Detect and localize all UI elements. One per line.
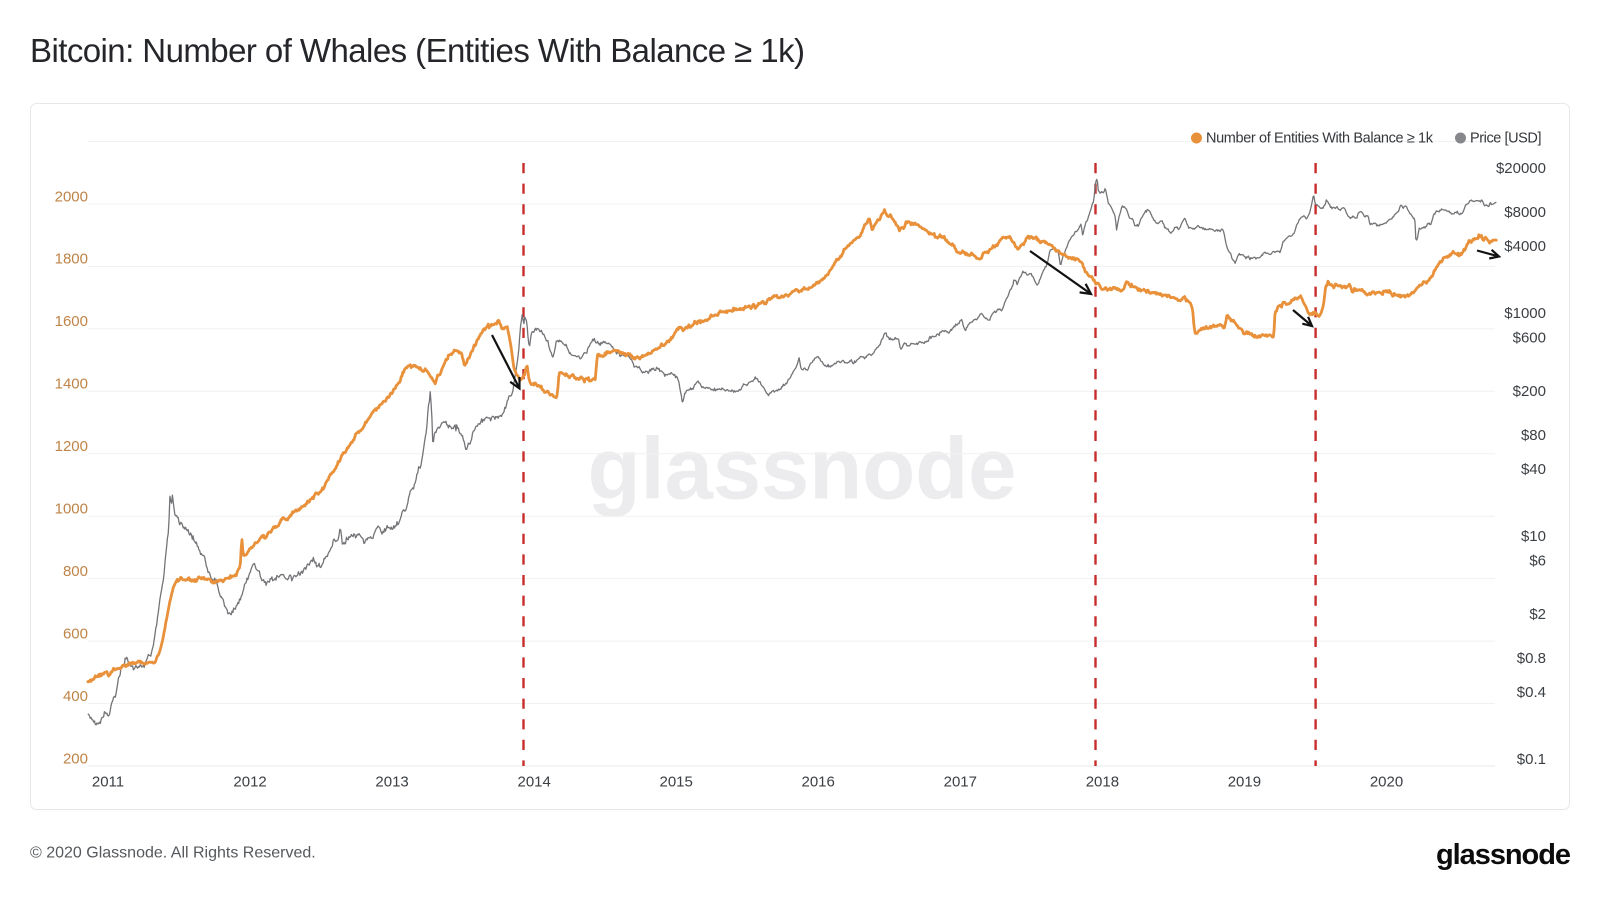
svg-text:$1000: $1000 [1504, 305, 1546, 322]
svg-text:200: 200 [63, 750, 88, 767]
svg-text:$4000: $4000 [1504, 238, 1546, 255]
svg-text:1400: 1400 [55, 376, 88, 393]
svg-text:2015: 2015 [660, 774, 693, 791]
svg-text:$0.1: $0.1 [1517, 751, 1546, 768]
svg-text:2017: 2017 [944, 774, 977, 791]
svg-text:2018: 2018 [1086, 774, 1119, 791]
svg-text:1600: 1600 [55, 313, 88, 330]
svg-text:1000: 1000 [55, 501, 88, 518]
svg-text:Number of Entities With Balanc: Number of Entities With Balance ≥ 1k [1206, 131, 1434, 147]
svg-text:$2: $2 [1529, 606, 1546, 623]
svg-text:800: 800 [63, 563, 88, 580]
svg-text:Price [USD]: Price [USD] [1470, 131, 1542, 147]
svg-text:$20000: $20000 [1496, 160, 1546, 177]
svg-text:2020: 2020 [1370, 774, 1403, 791]
svg-text:2000: 2000 [55, 188, 88, 205]
svg-text:400: 400 [63, 688, 88, 705]
svg-text:$10: $10 [1521, 528, 1546, 545]
svg-text:2013: 2013 [375, 774, 408, 791]
svg-text:$80: $80 [1521, 427, 1546, 444]
svg-text:1200: 1200 [55, 438, 88, 455]
svg-text:2011: 2011 [92, 774, 124, 791]
svg-text:$8000: $8000 [1504, 204, 1546, 221]
svg-text:2012: 2012 [233, 774, 266, 791]
svg-text:$200: $200 [1513, 383, 1546, 400]
svg-text:2014: 2014 [518, 774, 551, 791]
svg-text:glassnode: glassnode [1436, 839, 1571, 871]
svg-text:$600: $600 [1513, 330, 1546, 347]
svg-text:$6: $6 [1529, 553, 1546, 570]
svg-text:$0.8: $0.8 [1517, 650, 1546, 667]
svg-text:© 2020 Glassnode. All Rights R: © 2020 Glassnode. All Rights Reserved. [30, 845, 316, 862]
svg-text:600: 600 [63, 625, 88, 642]
svg-text:glassnode: glassnode [588, 421, 1017, 518]
svg-text:Bitcoin: Number of Whales (Ent: Bitcoin: Number of Whales (Entities With… [30, 32, 805, 69]
svg-text:$40: $40 [1521, 461, 1546, 478]
svg-text:2016: 2016 [802, 774, 835, 791]
svg-text:1800: 1800 [55, 251, 88, 268]
svg-text:$0.4: $0.4 [1517, 684, 1546, 701]
svg-text:2019: 2019 [1228, 774, 1261, 791]
